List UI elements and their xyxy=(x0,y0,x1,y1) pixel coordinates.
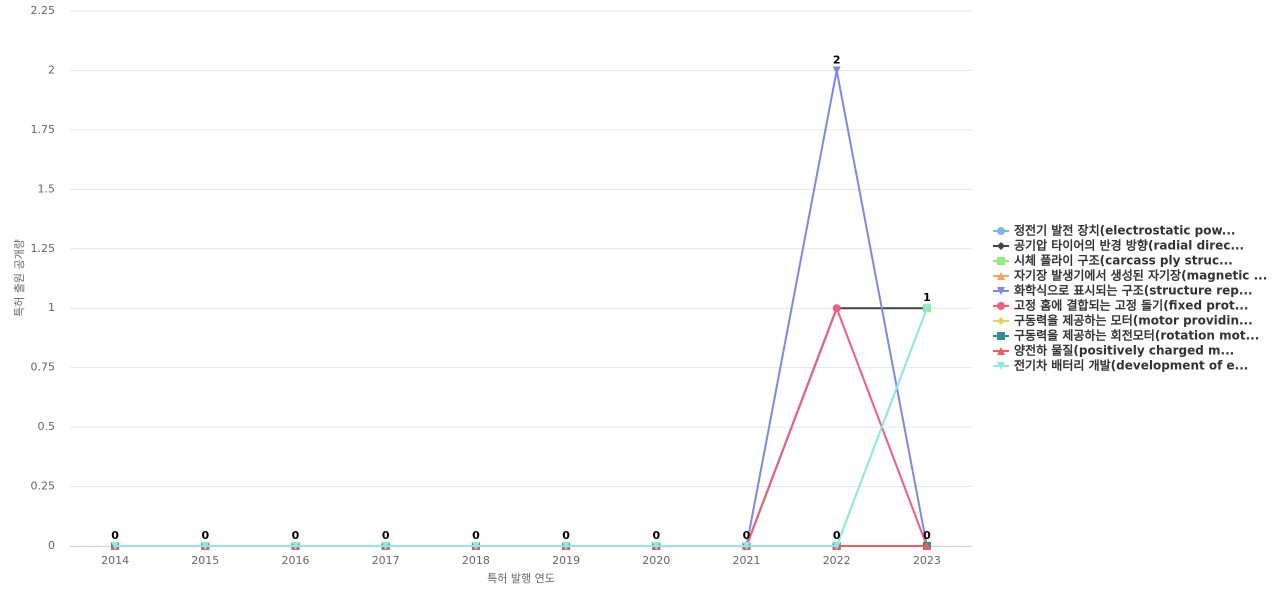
data-label: 0 xyxy=(201,529,209,542)
x-axis-title: 특허 발행 연도 xyxy=(487,572,555,585)
series-line xyxy=(115,307,928,547)
legend-marker xyxy=(997,347,1005,355)
x-tick-label: 2016 xyxy=(282,554,310,567)
point xyxy=(291,542,300,550)
legend-marker xyxy=(997,302,1005,310)
legend-label: 자기장 발생기에서 생성된 자기장(magnetic ... xyxy=(1014,268,1267,283)
legend-label: 공기압 타이어의 반경 방향(radial direc... xyxy=(1014,238,1244,253)
point xyxy=(562,542,571,550)
point xyxy=(922,304,931,313)
y-axis-title: 특허 출원 공개량 xyxy=(13,239,26,317)
x-tick-label: 2015 xyxy=(191,554,219,567)
point xyxy=(832,542,841,550)
point xyxy=(832,304,841,313)
data-label: 0 xyxy=(292,529,300,542)
data-label: 0 xyxy=(833,529,841,542)
point xyxy=(381,542,390,550)
x-tick-label: 2017 xyxy=(372,554,400,567)
x-tick-label: 2022 xyxy=(823,554,851,567)
legend-item[interactable]: 구동력을 제공하는 회전모터(rotation mot... xyxy=(993,328,1259,343)
data-label: 0 xyxy=(472,529,480,542)
data-label: 2 xyxy=(833,53,841,66)
legend-item[interactable]: 전기차 배터리 개발(development of e... xyxy=(993,358,1248,373)
y-tick-label: 2 xyxy=(48,63,55,76)
legend-marker xyxy=(997,287,1005,295)
legend-marker xyxy=(997,227,1005,235)
x-tick-label: 2019 xyxy=(552,554,580,567)
point xyxy=(471,542,480,550)
point xyxy=(111,542,120,550)
legend-label: 양전하 물질(positively charged m... xyxy=(1014,343,1234,358)
point xyxy=(832,66,841,75)
x-tick-label: 2014 xyxy=(101,554,129,567)
legend-marker xyxy=(997,242,1005,250)
legend-item[interactable]: 고정 홈에 결합되는 고정 돌기(fixed prot... xyxy=(993,298,1248,313)
legend-marker xyxy=(997,272,1005,280)
y-tick-label: 0.75 xyxy=(31,361,56,374)
y-tick-label: 0.5 xyxy=(38,420,56,433)
data-label: 0 xyxy=(923,529,931,542)
legend-label: 시체 플라이 구조(carcass ply struc... xyxy=(1014,253,1233,268)
point xyxy=(742,542,751,550)
data-label: 0 xyxy=(111,529,119,542)
data-label: 1 xyxy=(923,291,931,304)
legend-label: 정전기 발전 장치(electrostatic pow... xyxy=(1014,223,1235,238)
point xyxy=(922,542,931,550)
data-label: 0 xyxy=(382,529,390,542)
y-tick-label: 1.75 xyxy=(31,123,56,136)
series xyxy=(111,304,931,550)
legend-item[interactable]: 시체 플라이 구조(carcass ply struc... xyxy=(993,253,1233,268)
y-tick-label: 0.25 xyxy=(31,480,56,493)
legend-marker xyxy=(997,332,1005,340)
legend-label: 고정 홈에 결합되는 고정 돌기(fixed prot... xyxy=(1014,298,1248,313)
legend-label: 전기차 배터리 개발(development of e... xyxy=(1014,358,1248,373)
legend-marker xyxy=(997,257,1005,265)
y-tick-label: 1.25 xyxy=(31,242,56,255)
legend-label: 화학식으로 표시되는 구조(structure rep... xyxy=(1014,283,1253,298)
x-tick-label: 2021 xyxy=(733,554,761,567)
x-tick-label: 2023 xyxy=(913,554,941,567)
x-tick-label: 2018 xyxy=(462,554,490,567)
data-label: 0 xyxy=(652,529,660,542)
legend-marker xyxy=(997,317,1005,325)
y-tick-label: 1 xyxy=(48,301,55,314)
legend-marker xyxy=(997,362,1005,370)
legend-item[interactable]: 양전하 물질(positively charged m... xyxy=(993,343,1234,358)
point xyxy=(201,542,210,550)
x-tick-label: 2020 xyxy=(642,554,670,567)
legend-label: 구동력을 제공하는 모터(motor providin... xyxy=(1014,313,1253,328)
point xyxy=(652,542,661,550)
data-label: 0 xyxy=(743,529,751,542)
legend-item[interactable]: 공기압 타이어의 반경 방향(radial direc... xyxy=(993,238,1244,253)
legend-label: 구동력을 제공하는 회전모터(rotation mot... xyxy=(1014,328,1259,343)
legend-item[interactable]: 정전기 발전 장치(electrostatic pow... xyxy=(993,223,1235,238)
legend-item[interactable]: 자기장 발생기에서 생성된 자기장(magnetic ... xyxy=(993,268,1267,283)
data-label: 0 xyxy=(562,529,570,542)
legend-item[interactable]: 구동력을 제공하는 모터(motor providin... xyxy=(993,313,1253,328)
y-tick-label: 1.5 xyxy=(38,182,56,195)
y-tick-label: 0 xyxy=(48,539,55,552)
y-tick-label: 2.25 xyxy=(31,4,56,17)
legend-item[interactable]: 화학식으로 표시되는 구조(structure rep... xyxy=(993,283,1253,298)
